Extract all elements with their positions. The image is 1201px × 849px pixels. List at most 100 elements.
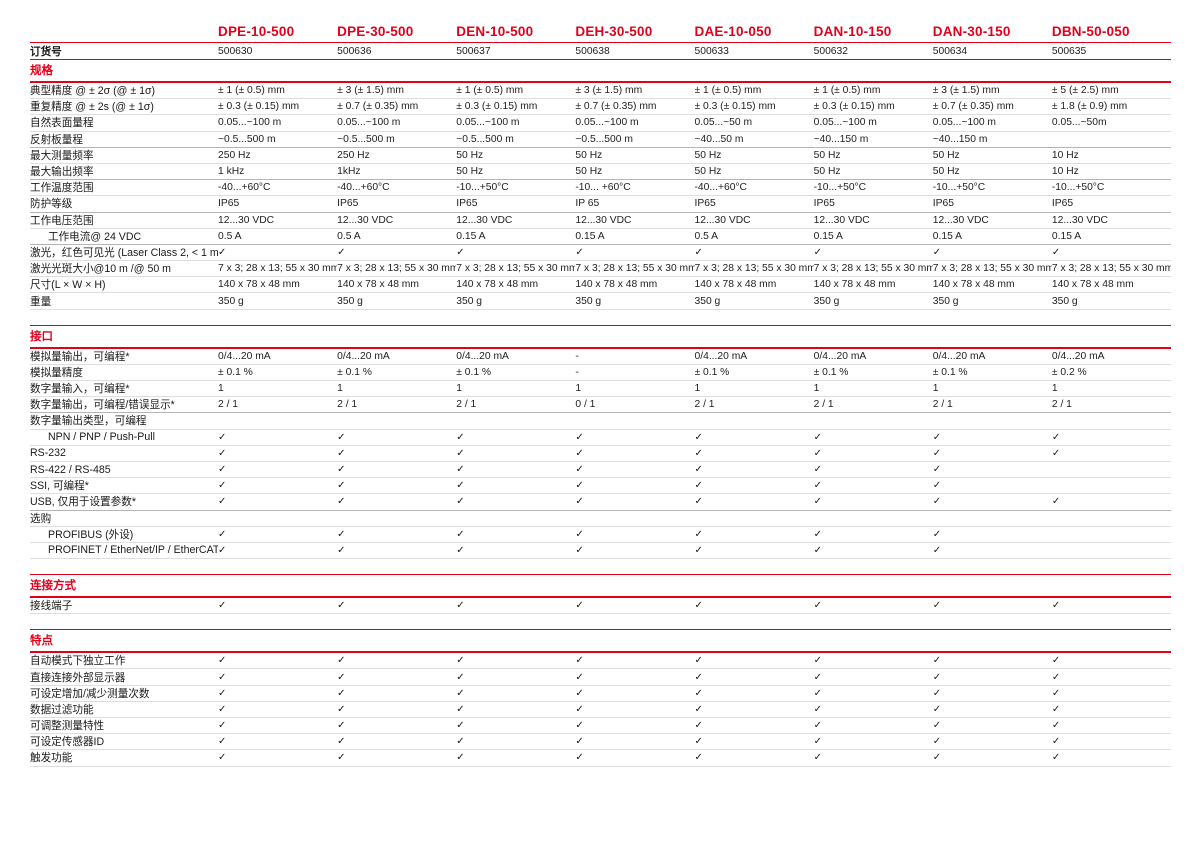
cell-value: ✓ [218,496,337,507]
check-icon: ✓ [694,431,703,443]
check-icon: ✓ [337,703,346,715]
table-row: 数据过滤功能 ✓ ✓ ✓ ✓ ✓ ✓ ✓ ✓ [30,702,1171,718]
cell-value: ✓ [456,529,575,540]
row-label: USB, 仅用于设置参数* [30,496,136,509]
row-label: 激光光斑大小@10 m /@ 50 m [30,263,172,276]
check-icon: ✓ [813,736,823,748]
cell-value: ± 3 (± 1.5) mm [575,85,643,97]
cell-value: 2 / 1 [218,399,239,411]
check-icon: ✓ [1051,246,1061,258]
cell-value: ✓ [218,464,337,475]
cell-value: 0.05...~50m [1051,117,1107,129]
cell-value: 0/4...20 mA [694,350,748,362]
check-icon: ✓ [456,671,465,683]
model-name: DPE-30-500 [337,24,414,39]
cell-value: 0.05...~100 m [456,117,520,129]
cell-value: ✓ [814,600,933,611]
model-name: DAE-10-050 [694,24,772,39]
cell-value: 0.5 A [694,230,718,242]
check-icon: ✓ [1051,720,1061,732]
cell-value: 0/4...20 mA [456,350,509,362]
order-number: 500637 [456,45,491,57]
table-row: RS-232 ✓ ✓ ✓ ✓ ✓ ✓ ✓ ✓ [30,446,1171,462]
check-icon: ✓ [1051,671,1061,683]
row-label: 模拟量输出，可编程* [30,350,130,363]
cell-value: 12...30 VDC [337,214,394,226]
table-row: SSI, 可编程* ✓ ✓ ✓ ✓ ✓ ✓ ✓ [30,478,1171,495]
cell-value: ✓ [337,720,456,731]
check-icon: ✓ [456,736,465,748]
cell-value: ✓ [337,464,456,475]
cell-value: 10 Hz [1051,149,1079,161]
check-icon: ✓ [337,655,346,667]
row-label: 可调整测量特性 [30,720,105,733]
cell-value: 2 / 1 [932,399,953,411]
cell-value: 140 x 78 x 48 mm [932,279,1015,291]
cell-value: ± 3 (± 1.5) mm [932,85,1000,97]
cell-value: ✓ [933,464,1052,475]
row-label: 工作电压范围 [30,214,94,227]
section-title: 特点 [30,630,1171,654]
cell-value: ✓ [1052,432,1171,443]
check-icon: ✓ [575,736,584,748]
cell-value: 50 Hz [575,166,603,178]
check-icon: ✓ [694,752,703,764]
cell-value: ~0.5...500 m [456,133,514,145]
cell-value: ✓ [814,432,933,443]
check-icon: ✓ [456,544,465,556]
table-row: 最大输出频率 1 kHz 1kHz 50 Hz 50 Hz 50 Hz 50 Hz 50 Hz… [30,164,1171,181]
cell-value: 0/4...20 mA [337,350,390,362]
check-icon: ✓ [813,687,823,699]
section: 连接方式 接线端子 ✓ ✓ ✓ ✓ ✓ ✓ ✓ ✓ [30,574,1171,615]
cell-value: ✓ [337,704,456,715]
row-label: 尺寸(L × W × H) [30,279,106,292]
cell-value: ✓ [695,496,814,507]
cell-value: ± 0.3 (± 0.15) mm [218,101,300,113]
cell-value: 140 x 78 x 48 mm [813,279,896,291]
model-name: DBN-50-050 [1051,24,1130,39]
check-icon: ✓ [813,752,823,764]
cell-value: ± 0.1 % [932,366,968,378]
cell-value: 12...30 VDC [1051,214,1108,226]
cell-value: ✓ [695,464,814,475]
model-name: DEH-30-500 [575,24,653,39]
check-icon: ✓ [575,447,584,459]
row-label: 数据过滤功能 [30,703,94,716]
cell-value: 0.15 A [575,230,605,242]
cell-value: IP65 [218,198,240,210]
cell-value: 7 x 3; 28 x 13; 55 x 30 mm [932,263,1052,275]
check-icon: ✓ [1051,600,1061,612]
check-icon: ✓ [575,703,584,715]
cell-value: 12...30 VDC [694,214,751,226]
table-row: NPN / PNP / Push-Pull ✓ ✓ ✓ ✓ ✓ ✓ ✓ ✓ [30,430,1171,446]
check-icon: ✓ [694,736,703,748]
check-icon: ✓ [575,480,584,492]
check-icon: ✓ [813,544,823,556]
check-icon: ✓ [575,528,584,540]
check-icon: ✓ [337,496,346,508]
cell-value: 12...30 VDC [456,214,513,226]
check-icon: ✓ [575,246,584,258]
cell-value: ✓ [933,529,1052,540]
check-icon: ✓ [694,447,703,459]
row-label: SSI, 可编程* [30,480,89,493]
check-icon: ✓ [694,496,703,508]
row-label: 数字量输入，可编程* [30,383,130,396]
check-icon: ✓ [218,600,227,612]
check-icon: ✓ [813,655,823,667]
check-icon: ✓ [218,671,227,683]
cell-value: ✓ [1052,704,1171,715]
order-number: 500635 [1051,45,1087,57]
cell-value: ✓ [575,736,694,747]
cell-value: 2 / 1 [456,399,477,411]
table-row: 尺寸(L × W × H) 140 x 78 x 48 mm 140 x 78 x … [30,277,1171,294]
cell-value: IP65 [813,198,835,210]
cell-value: ✓ [337,432,456,443]
cell-value: ✓ [218,752,337,763]
cell-value: ✓ [695,704,814,715]
cell-value: 0/4...20 mA [218,350,271,362]
cell-value: ✓ [695,448,814,459]
cell-value: ✓ [218,720,337,731]
cell-value: ✓ [218,480,337,491]
cell-value: ~40...50 m [694,133,744,145]
